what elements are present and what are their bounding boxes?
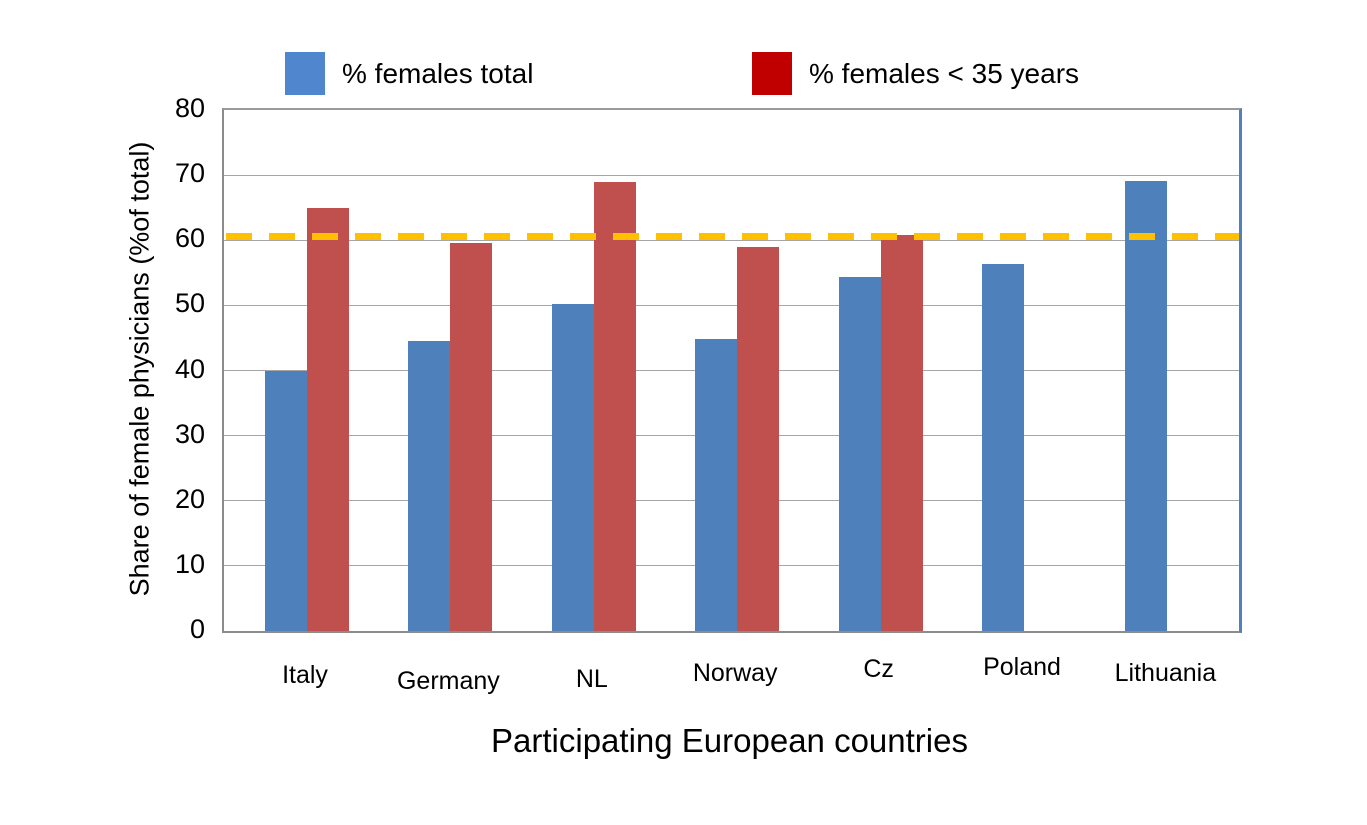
bar-norway--females-total — [695, 339, 738, 631]
x-category-label-italy: Italy — [282, 661, 328, 689]
x-category-label-germany: Germany — [396, 667, 500, 695]
x-axis-title: Participating European countries — [491, 722, 968, 759]
reference-dashed-line — [226, 233, 1239, 241]
y-tick-label-20: 20 — [174, 483, 205, 514]
bar-italy--females-total — [265, 371, 307, 631]
bar-cz--females-total — [838, 276, 881, 631]
bar-lithuania--females-total — [1125, 181, 1168, 631]
legend-swatch-females-under-35 — [752, 52, 792, 95]
bar-italy--females-35-years — [307, 207, 349, 631]
legend-item-females-total: % females total — [285, 52, 533, 95]
bar-nl--females-total — [551, 304, 594, 631]
legend-swatch-females-total — [285, 52, 325, 95]
bar-germany--females-35-years — [450, 242, 493, 631]
x-category-label-lithuania: Lithuania — [1114, 659, 1217, 687]
x-category-label-norway: Norway — [692, 659, 778, 687]
bar-norway--females-35-years — [737, 247, 780, 631]
x-category-label-cz: Cz — [863, 655, 894, 683]
y-tick-label-50: 50 — [174, 288, 205, 319]
gridline-50 — [224, 304, 1239, 306]
bar-nl--females-35-years — [593, 181, 636, 631]
y-tick-label-10: 10 — [174, 548, 205, 579]
y-tick-label-60: 60 — [174, 223, 205, 254]
bar-poland--females-total — [982, 263, 1024, 631]
bar-germany--females-total — [408, 341, 451, 631]
y-tick-label-0: 0 — [189, 614, 205, 644]
y-tick-label-40: 40 — [174, 353, 205, 384]
gridline-70 — [224, 174, 1239, 176]
plot-area — [222, 108, 1242, 633]
bar-cz--females-35-years — [880, 235, 923, 631]
y-tick-label-80: 80 — [174, 93, 205, 123]
legend-label-females-under-35: % females < 35 years — [809, 57, 1080, 89]
x-category-label-poland: Poland — [983, 653, 1061, 681]
x-category-label-nl: NL — [575, 665, 608, 693]
legend-label-females-total: % females total — [342, 57, 534, 89]
legend-item-females-under-35: % females < 35 years — [752, 52, 1079, 95]
y-tick-label-30: 30 — [174, 418, 205, 449]
y-tick-label-70: 70 — [174, 158, 205, 189]
